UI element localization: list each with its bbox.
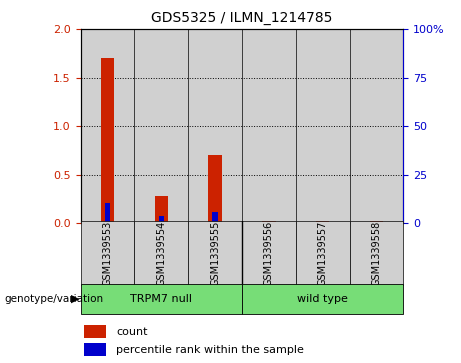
Bar bbox=[262, 221, 276, 223]
Text: count: count bbox=[116, 327, 148, 337]
Bar bbox=[349, 221, 403, 285]
Bar bbox=[81, 29, 135, 223]
Bar bbox=[320, 222, 325, 223]
Text: genotype/variation: genotype/variation bbox=[5, 294, 104, 304]
Bar bbox=[242, 221, 296, 285]
Text: GSM1339553: GSM1339553 bbox=[102, 221, 112, 286]
Bar bbox=[296, 221, 349, 285]
Text: GSM1339556: GSM1339556 bbox=[264, 221, 274, 286]
Bar bbox=[84, 325, 106, 338]
Text: GSM1339557: GSM1339557 bbox=[318, 220, 328, 286]
Bar bbox=[135, 29, 188, 223]
Bar bbox=[135, 221, 188, 285]
Bar bbox=[188, 221, 242, 285]
Bar bbox=[349, 29, 403, 223]
Text: GSM1339555: GSM1339555 bbox=[210, 220, 220, 286]
Bar bbox=[296, 29, 349, 223]
Bar bbox=[159, 216, 164, 223]
Bar bbox=[81, 284, 242, 314]
Bar bbox=[208, 155, 222, 223]
Bar bbox=[266, 222, 272, 223]
Bar bbox=[84, 343, 106, 356]
Bar bbox=[105, 203, 110, 223]
Bar bbox=[370, 221, 383, 223]
Text: ▶: ▶ bbox=[71, 294, 80, 304]
Text: wild type: wild type bbox=[297, 294, 348, 304]
Text: GSM1339558: GSM1339558 bbox=[372, 221, 382, 286]
Bar bbox=[242, 284, 403, 314]
Title: GDS5325 / ILMN_1214785: GDS5325 / ILMN_1214785 bbox=[151, 11, 333, 25]
Text: GSM1339554: GSM1339554 bbox=[156, 221, 166, 286]
Text: percentile rank within the sample: percentile rank within the sample bbox=[116, 345, 304, 355]
Bar bbox=[374, 222, 379, 223]
Bar bbox=[154, 196, 168, 223]
Text: TRPM7 null: TRPM7 null bbox=[130, 294, 192, 304]
Bar bbox=[316, 221, 330, 223]
Bar bbox=[242, 29, 296, 223]
Bar bbox=[81, 221, 135, 285]
Bar bbox=[101, 58, 114, 223]
Bar bbox=[213, 212, 218, 223]
Bar bbox=[188, 29, 242, 223]
